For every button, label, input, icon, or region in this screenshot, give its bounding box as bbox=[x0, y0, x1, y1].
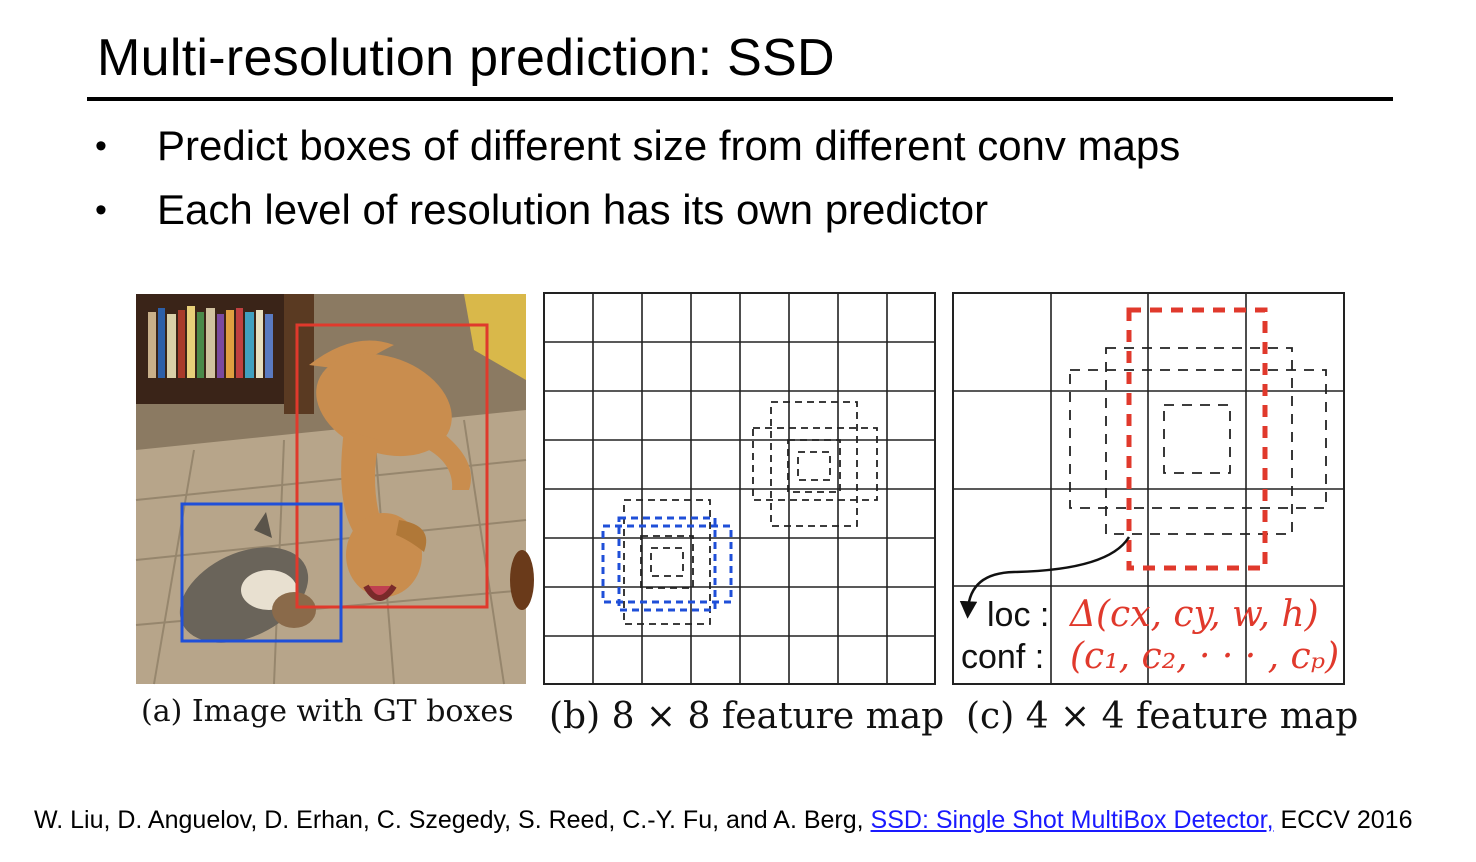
bullet-dot-icon: • bbox=[95, 127, 107, 165]
gt-box-dog bbox=[295, 323, 489, 609]
matched-box-dog bbox=[1126, 307, 1268, 571]
grid-8x8 bbox=[543, 292, 936, 685]
bullet-list: • Predict boxes of different size from d… bbox=[95, 118, 1180, 246]
bullet-text: Predict boxes of different size from dif… bbox=[157, 122, 1181, 169]
caption-c: (c) 4 × 4 feature map bbox=[966, 696, 1359, 737]
caption-a: (a) Image with GT boxes bbox=[141, 694, 514, 729]
slide-title: Multi-resolution prediction: SSD bbox=[97, 29, 835, 87]
bullet-item: • Predict boxes of different size from d… bbox=[95, 118, 1180, 182]
conf-label: conf : bbox=[961, 638, 1044, 676]
citation: W. Liu, D. Anguelov, D. Erhan, C. Szeged… bbox=[34, 806, 1413, 835]
caption-b: (b) 8 × 8 feature map bbox=[549, 696, 945, 737]
citation-venue: ECCV 2016 bbox=[1280, 806, 1413, 834]
bullet-text: Each level of resolution has its own pre… bbox=[157, 186, 989, 233]
default-boxes-dog bbox=[752, 401, 878, 527]
citation-authors: W. Liu, D. Anguelov, D. Erhan, C. Szeged… bbox=[34, 806, 864, 834]
default-boxes-cat bbox=[601, 499, 733, 625]
conf-expression: (c₁, c₂, · · · , cₚ) bbox=[1070, 636, 1339, 677]
dog-icon bbox=[309, 340, 471, 597]
paper-link[interactable]: SSD: Single Shot MultiBox Detector, bbox=[870, 806, 1274, 834]
ssd-figure: loc : Δ(cx, cy, w, h) conf : (c₁, c₂, · … bbox=[135, 292, 1345, 685]
grid-4x4: loc : Δ(cx, cy, w, h) conf : (c₁, c₂, · … bbox=[952, 292, 1345, 685]
bullet-item: • Each level of resolution has its own p… bbox=[95, 182, 1180, 246]
photo-panel bbox=[135, 294, 534, 685]
arrow-icon bbox=[959, 536, 1131, 619]
cat-icon bbox=[179, 512, 316, 643]
bullet-dot-icon: • bbox=[95, 191, 107, 229]
title-underline bbox=[87, 97, 1393, 101]
books-icon bbox=[148, 306, 273, 378]
default-boxes-4x4 bbox=[1069, 347, 1327, 535]
gt-box-cat bbox=[180, 502, 343, 643]
loc-expression: Δ(cx, cy, w, h) bbox=[1068, 594, 1319, 635]
loc-label: loc : bbox=[987, 596, 1049, 634]
